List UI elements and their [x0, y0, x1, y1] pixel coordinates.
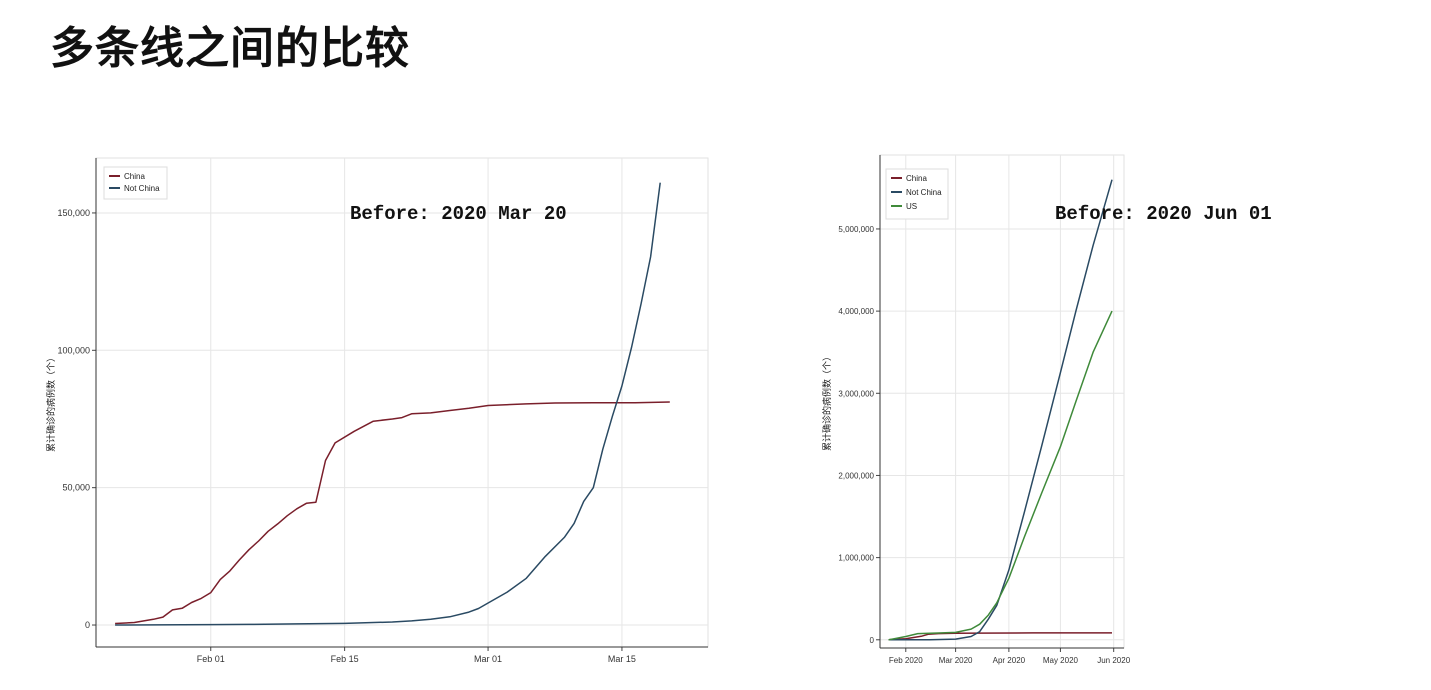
y-tick-label: 2,000,000: [838, 471, 874, 480]
legend-label-not-china: Not China: [906, 188, 942, 197]
annotation-label: Before: 2020 Mar 20: [350, 203, 567, 225]
x-tick-label: Apr 2020: [993, 656, 1026, 665]
y-axis-label: 累计确诊的病例数（个）: [821, 352, 832, 451]
cases-chart-mar20: 0 50,000 100,000 150,000 Feb 01 Feb 15 Mar 01 M…: [45, 157, 709, 664]
series-line-us: [888, 310, 1113, 641]
y-tick-label: 3,000,000: [838, 389, 874, 398]
x-tick-label: May 2020: [1043, 656, 1079, 665]
x-tick-label: Mar 2020: [939, 656, 973, 665]
legend-label-us: US: [906, 202, 917, 211]
y-tick-label: 1,000,000: [838, 554, 874, 563]
x-tick-label: Mar 15: [608, 654, 636, 664]
x-tick-label: Feb 01: [197, 654, 225, 664]
annotation-label: Before: 2020 Jun 01: [1055, 203, 1272, 225]
y-tick-label: 0: [870, 636, 875, 645]
y-tick-label: 100,000: [57, 345, 90, 355]
x-tick-label: Feb 15: [331, 654, 359, 664]
y-tick-label: 5,000,000: [838, 225, 874, 234]
cases-chart-jun01: 0 1,000,000 2,000,000 3,000,000 4,000,000 5,0…: [821, 154, 1272, 665]
x-tick-label: Jun 2020: [1097, 656, 1130, 665]
legend-label-not-china: Not China: [124, 184, 160, 193]
legend-label-china: China: [124, 172, 145, 181]
y-tick-label: 0: [85, 620, 90, 630]
y-tick-label: 4,000,000: [838, 307, 874, 316]
x-tick-label: Feb 2020: [889, 656, 923, 665]
y-tick-label: 150,000: [57, 208, 90, 218]
x-tick-label: Mar 01: [474, 654, 502, 664]
series-line-not-china: [115, 182, 661, 626]
y-tick-label: 50,000: [62, 483, 90, 493]
legend-box: [103, 166, 168, 200]
legend-label-china: China: [906, 174, 927, 183]
series-line-china: [115, 401, 670, 625]
page-title: 多条线之间的比较: [50, 23, 410, 74]
series-line-not-china: [888, 179, 1113, 641]
y-axis-label: 累计确诊的病例数（个）: [45, 353, 56, 452]
